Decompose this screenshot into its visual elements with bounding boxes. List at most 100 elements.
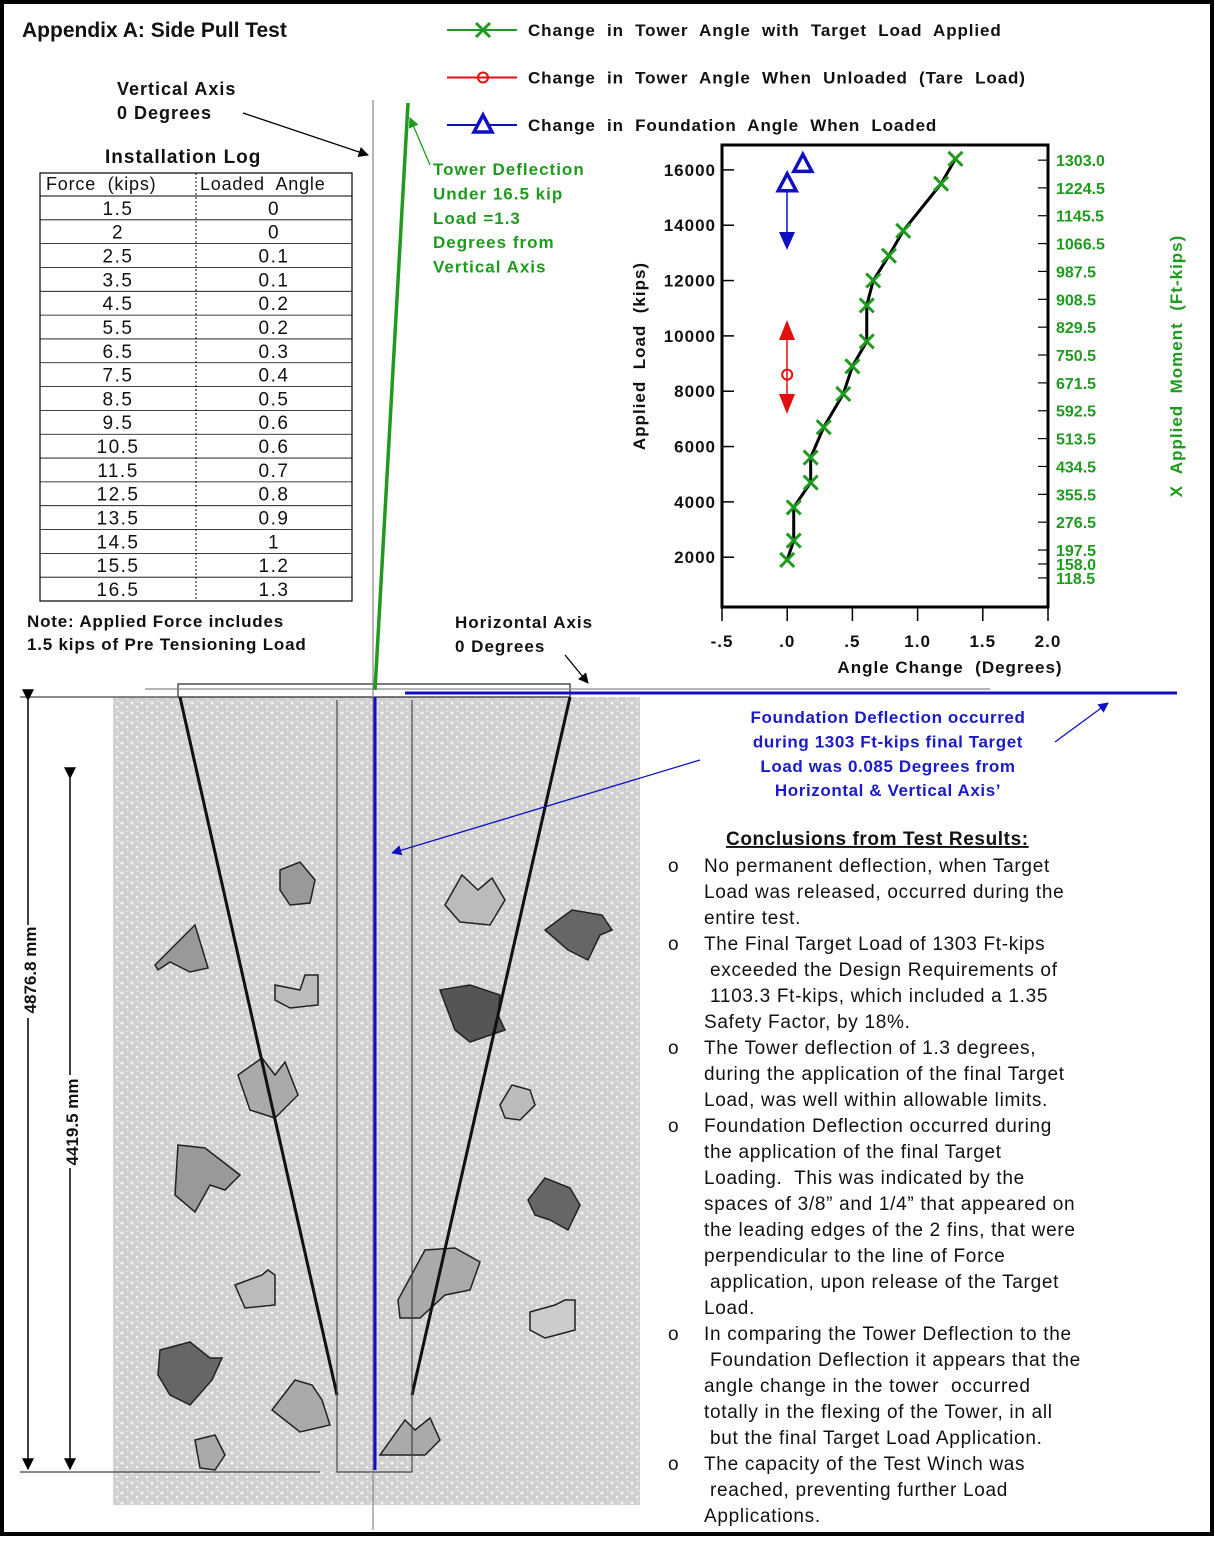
marker-stroke xyxy=(865,272,882,289)
dimension-label: 4876.8 mm xyxy=(21,927,40,1014)
conclusion-line: totally in the flexing of the Tower, in … xyxy=(704,1402,1053,1423)
load-arrows xyxy=(779,183,795,414)
x-tick-label: -.5 xyxy=(711,632,734,651)
marker-stroke xyxy=(471,111,495,134)
y2-tick-label: 513.5 xyxy=(1056,432,1096,449)
log-cell: 13.5 xyxy=(97,509,140,530)
axis-note: Vertical Axis xyxy=(117,79,236,99)
x-tick-label: 2.0 xyxy=(1035,632,1062,651)
x-tick-label: .5 xyxy=(844,632,860,651)
marker-stroke xyxy=(933,175,950,192)
y-tick-label: 4000 xyxy=(674,493,716,512)
conclusion-line: Foundation Deflection it appears that th… xyxy=(704,1350,1081,1371)
log-cell: 0.2 xyxy=(259,318,290,339)
axis-note: 0 Degrees xyxy=(455,637,545,656)
log-cell: 0.1 xyxy=(259,270,290,291)
marker-stroke xyxy=(858,333,875,350)
conclusion-line: reached, preventing further Load xyxy=(704,1480,1008,1501)
conclusion-line: perpendicular to the line of Force xyxy=(704,1246,1006,1267)
bullet: o xyxy=(668,1038,679,1059)
log-cell: 1.5 xyxy=(103,199,134,220)
foundation-deflection-note: Load was 0.085 Degrees from xyxy=(760,757,1015,776)
conclusion-line: the application of the final Target xyxy=(704,1142,1002,1163)
y2-tick-label: 434.5 xyxy=(1056,459,1096,476)
conclusions-title: Conclusions from Test Results: xyxy=(726,829,1029,850)
y2-tick-label: 197.5 xyxy=(1056,543,1096,560)
marker xyxy=(775,169,800,193)
marker xyxy=(880,247,897,264)
y-tick-label: 2000 xyxy=(674,548,716,567)
log-cell: 0.2 xyxy=(259,294,290,315)
log-cell: 4.5 xyxy=(103,294,134,315)
rocks xyxy=(154,861,614,1471)
bullet: o xyxy=(668,856,679,877)
marker-stroke xyxy=(781,368,794,381)
marker-stroke xyxy=(844,358,861,375)
log-cell: 0.8 xyxy=(259,485,290,506)
marker xyxy=(858,297,875,314)
marker-stroke xyxy=(815,419,832,436)
log-cell: 7.5 xyxy=(103,366,134,387)
conclusion-line: The Final Target Load of 1303 Ft-kips xyxy=(704,934,1045,955)
x-tick-label: 1.0 xyxy=(904,632,931,651)
axis-note: Horizontal Axis xyxy=(455,613,593,632)
y2-axis-label: X Applied Moment (Ft-kips) xyxy=(1167,235,1186,498)
log-header: Force (kips) xyxy=(46,174,156,194)
y-axis-label: Applied Load (kips) xyxy=(630,262,649,450)
log-cell: 0.3 xyxy=(259,342,290,363)
log-cell: 12.5 xyxy=(97,485,140,506)
y-tick-label: 14000 xyxy=(664,216,716,235)
log-cell: 15.5 xyxy=(97,556,140,577)
bullet: o xyxy=(668,1116,679,1137)
marker-stroke xyxy=(477,71,489,84)
marker xyxy=(477,71,489,84)
log-cell: 16.5 xyxy=(97,580,140,601)
y2-tick-label: 158.0 xyxy=(1056,557,1096,574)
conclusion-line: The Tower deflection of 1.3 degrees, xyxy=(704,1038,1036,1059)
note: 1.5 kips of Pre Tensioning Load xyxy=(27,635,307,654)
y2-tick-label: 118.5 xyxy=(1056,571,1095,588)
dimension-lines xyxy=(22,689,76,1471)
y-tick-label: 10000 xyxy=(664,327,716,346)
bullet: o xyxy=(668,934,679,955)
tower-deflection-note: Under 16.5 kip xyxy=(433,184,563,203)
log-cell: 0.5 xyxy=(259,389,290,410)
marker-stroke xyxy=(835,385,852,403)
y2-tick-label: 908.5 xyxy=(1056,292,1096,309)
marker xyxy=(781,368,794,381)
conclusion-line: Load. xyxy=(704,1298,755,1319)
y2-tick-label: 671.5 xyxy=(1056,376,1096,393)
y2-tick-label: 1066.5 xyxy=(1056,237,1105,254)
log-cell: 9.5 xyxy=(103,413,134,434)
log-cell: 5.5 xyxy=(103,318,134,339)
y2-tick-label: 1145.5 xyxy=(1056,209,1104,226)
marker-stroke xyxy=(880,247,897,264)
conclusion-line: exceeded the Design Requirements of xyxy=(704,960,1058,981)
marker xyxy=(844,358,861,375)
conclusion-line: the leading edges of the 2 fins, that we… xyxy=(704,1220,1076,1241)
tower-deflection-note: Degrees from xyxy=(433,233,555,252)
conclusion-line: Safety Factor, by 18%. xyxy=(704,1012,911,1033)
foundation xyxy=(20,100,1177,1530)
log-header: Loaded Angle xyxy=(200,174,326,194)
annotation-arrows xyxy=(242,112,1109,856)
y2-tick-label: 987.5 xyxy=(1056,264,1096,281)
tower-deflection-note: Tower Deflection xyxy=(433,160,585,179)
legend-label: Change in Tower Angle When Unloaded (Tar… xyxy=(528,69,1026,88)
marker xyxy=(779,551,796,569)
marker xyxy=(895,222,912,239)
y2-tick-label: 1303.0 xyxy=(1056,153,1105,170)
conclusion-line: Loading. This was indicated by the xyxy=(704,1168,1025,1189)
marker-stroke xyxy=(947,150,964,167)
log-cell: 0.6 xyxy=(259,413,290,434)
conclusion-line: 1103.3 Ft-kips, which included a 1.35 xyxy=(704,986,1048,1007)
y2-tick-label: 276.5 xyxy=(1056,515,1096,532)
conclusion-line: angle change in the tower occurred xyxy=(704,1376,1031,1397)
log-cell: 0.1 xyxy=(259,246,290,267)
marker xyxy=(471,111,495,134)
log-cell: 8.5 xyxy=(103,389,134,410)
tower-deflection-note: Load =1.3 xyxy=(433,209,521,228)
marker xyxy=(790,150,815,174)
foundation-deflection-note: during 1303 Ft-kips final Target xyxy=(753,732,1023,751)
